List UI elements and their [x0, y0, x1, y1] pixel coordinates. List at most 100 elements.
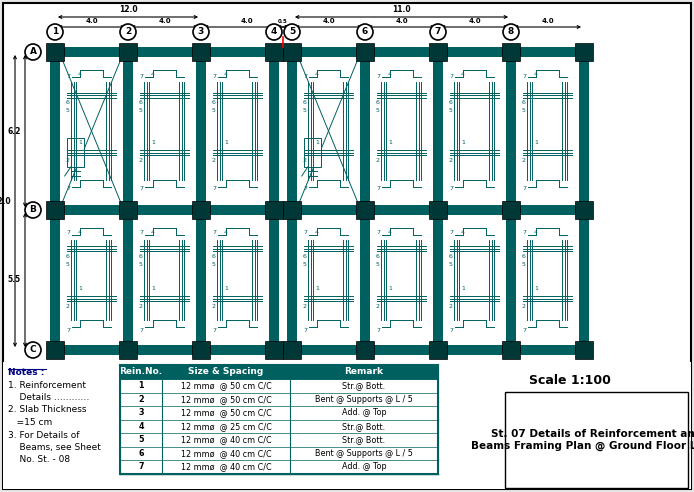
Text: 1: 1: [388, 286, 392, 291]
Text: 5: 5: [449, 262, 453, 267]
Bar: [505, 392, 688, 488]
Bar: [356, 43, 374, 61]
Text: 5: 5: [522, 262, 526, 267]
Text: Rein.No.: Rein.No.: [119, 368, 162, 376]
Text: 11.0: 11.0: [392, 5, 411, 14]
Text: 7: 7: [449, 186, 453, 191]
Text: 1: 1: [138, 381, 144, 390]
Bar: [438, 47, 511, 57]
Bar: [46, 341, 64, 359]
Text: 6: 6: [449, 254, 453, 259]
Bar: [201, 205, 274, 215]
Text: 3: 3: [138, 408, 144, 417]
Text: 4: 4: [78, 72, 82, 78]
Bar: [575, 43, 593, 61]
Text: 2: 2: [449, 158, 453, 163]
Bar: [119, 201, 137, 219]
Text: 1: 1: [151, 140, 155, 145]
Text: 7: 7: [376, 74, 380, 79]
Text: 1: 1: [151, 286, 155, 291]
Bar: [192, 341, 210, 359]
Bar: [365, 345, 438, 355]
Text: 2: 2: [138, 395, 144, 404]
Bar: [128, 345, 201, 355]
Bar: [438, 205, 511, 215]
Text: 7: 7: [138, 462, 144, 471]
Text: 3. For Details of: 3. For Details of: [8, 430, 80, 439]
Text: 4.0: 4.0: [541, 18, 554, 24]
Circle shape: [503, 24, 519, 40]
Text: 2: 2: [522, 305, 526, 309]
Bar: [438, 345, 511, 355]
Bar: [579, 52, 589, 350]
Bar: [192, 201, 210, 219]
Text: 6: 6: [303, 100, 307, 105]
Text: 8: 8: [508, 28, 514, 36]
Text: 12 mmø  @ 50 cm C/C: 12 mmø @ 50 cm C/C: [180, 408, 271, 417]
Text: Add. @ Top: Add. @ Top: [341, 462, 387, 471]
Text: Bent @ Supports @ L / 5: Bent @ Supports @ L / 5: [315, 395, 413, 404]
Text: 5.5: 5.5: [8, 276, 21, 284]
Text: 7: 7: [303, 186, 307, 191]
Bar: [502, 201, 520, 219]
Text: 5: 5: [66, 262, 70, 267]
Text: 4: 4: [388, 72, 392, 78]
Circle shape: [25, 202, 41, 218]
Bar: [502, 43, 520, 61]
Bar: [50, 52, 60, 350]
Text: 6: 6: [212, 100, 216, 105]
Circle shape: [357, 24, 373, 40]
Bar: [283, 341, 301, 359]
Text: 2: 2: [125, 28, 131, 36]
Text: C: C: [30, 345, 36, 355]
Text: 2: 2: [376, 305, 380, 309]
Bar: [67, 138, 85, 167]
Bar: [123, 52, 133, 350]
Bar: [55, 345, 128, 355]
Text: 7: 7: [376, 328, 380, 333]
Text: 4.0: 4.0: [395, 18, 408, 24]
Text: Remark: Remark: [344, 368, 384, 376]
Text: 1. Reinforcement: 1. Reinforcement: [8, 380, 86, 390]
Bar: [201, 345, 274, 355]
Text: Str.@ Bott.: Str.@ Bott.: [342, 381, 386, 390]
Bar: [365, 205, 438, 215]
Bar: [511, 47, 584, 57]
Bar: [274, 205, 292, 215]
Bar: [55, 47, 128, 57]
Text: 7: 7: [522, 230, 526, 235]
Text: 6: 6: [66, 100, 70, 105]
Bar: [192, 43, 210, 61]
Text: 1: 1: [78, 286, 82, 291]
Bar: [304, 138, 321, 167]
Text: Scale 1:100: Scale 1:100: [529, 373, 611, 387]
Text: 1: 1: [224, 140, 228, 145]
Bar: [575, 201, 593, 219]
Bar: [283, 201, 301, 219]
Text: 7: 7: [303, 230, 307, 235]
Text: 7: 7: [66, 230, 70, 235]
Text: A: A: [30, 48, 37, 57]
Text: 1: 1: [534, 140, 538, 145]
Text: 12 mmø  @ 50 cm C/C: 12 mmø @ 50 cm C/C: [180, 395, 271, 404]
Circle shape: [266, 24, 282, 40]
Text: 1: 1: [388, 140, 392, 145]
Text: Size & Spacing: Size & Spacing: [188, 368, 264, 376]
Text: 5: 5: [66, 109, 70, 114]
Circle shape: [284, 24, 300, 40]
Text: 6.2: 6.2: [8, 126, 21, 135]
Bar: [274, 47, 292, 57]
Text: 4.0: 4.0: [240, 18, 253, 24]
Text: 7: 7: [435, 28, 441, 36]
Text: 6: 6: [362, 28, 368, 36]
Text: Notes :: Notes :: [8, 368, 44, 377]
Circle shape: [25, 342, 41, 358]
Text: 5: 5: [376, 262, 380, 267]
Text: 1: 1: [224, 286, 228, 291]
Text: 2. Slab Thickness: 2. Slab Thickness: [8, 405, 87, 414]
Text: 7: 7: [139, 186, 143, 191]
Text: 6: 6: [212, 254, 216, 259]
Bar: [201, 47, 274, 57]
Text: 2: 2: [139, 158, 143, 163]
Text: Str.@ Bott.: Str.@ Bott.: [342, 435, 386, 444]
